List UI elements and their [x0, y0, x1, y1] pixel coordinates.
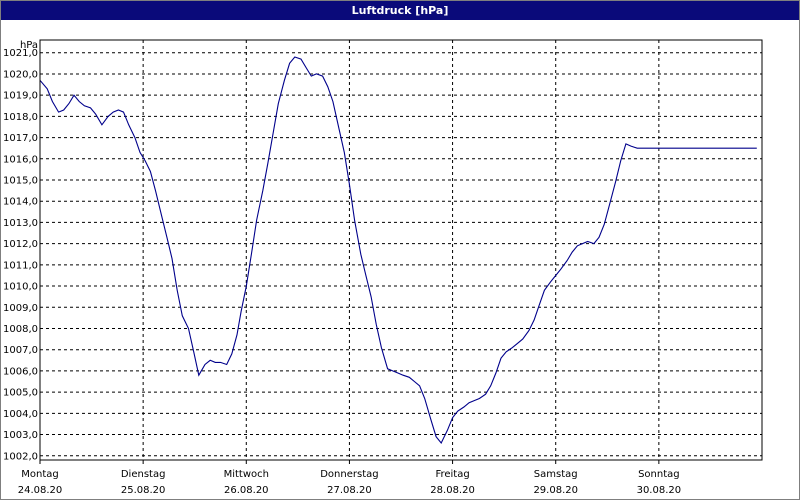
plot-border [39, 39, 763, 461]
x-tick-day-label: Montag [21, 469, 58, 480]
y-tick-label: 1021,0 [3, 48, 38, 59]
x-tick-day-label: Mittwoch [224, 469, 269, 480]
y-tick-label: 1006,0 [3, 366, 38, 377]
x-tick-date-label: 29.08.20 [533, 485, 578, 496]
y-tick-label: 1016,0 [3, 154, 38, 165]
x-tick-date-label: 28.08.20 [430, 485, 475, 496]
x-tick-day-label: Samstag [534, 469, 578, 480]
y-tick-label: 1009,0 [3, 303, 38, 314]
series-line-0 [39, 56, 757, 445]
y-tick-label: 1002,0 [3, 451, 38, 462]
x-tick-date-label: 27.08.20 [327, 485, 372, 496]
x-tick-date-label: 26.08.20 [224, 485, 269, 496]
series-layer [39, 56, 757, 445]
x-tick-day-label: Sonntag [638, 469, 680, 480]
y-tick-label: 1003,0 [3, 430, 38, 441]
y-axis-label: hPa [20, 40, 38, 51]
y-tick-label: 1013,0 [3, 218, 38, 229]
y-tick-label: 1015,0 [3, 176, 38, 187]
y-tick-label: 1018,0 [3, 112, 38, 123]
x-tick-date-label: 25.08.20 [121, 485, 166, 496]
y-tick-label: 1017,0 [3, 133, 38, 144]
y-tick-label: 1010,0 [3, 282, 38, 293]
y-axis: 1002,0 1003,0 1004,0 1005,0 1006,0 1007,0 1008… [3, 48, 38, 462]
x-tick-day-label: Donnerstag [320, 469, 378, 480]
y-tick-label: 1007,0 [3, 345, 38, 356]
chart-title: Luftdruck [hPa] [1, 1, 799, 20]
y-tick-label: 1012,0 [3, 239, 38, 250]
x-axis: Montag 24.08.20 Dienstag 25.08.20 Mittwoch 26… [18, 460, 681, 496]
y-tick-label: 1011,0 [3, 260, 38, 271]
grid [40, 40, 762, 460]
y-tick-label: 1005,0 [3, 388, 38, 399]
y-tick-label: 1019,0 [3, 91, 38, 102]
y-tick-label: 1004,0 [3, 409, 38, 420]
x-tick-date-label: 24.08.20 [18, 485, 63, 496]
y-tick-label: 1008,0 [3, 324, 38, 335]
x-tick-date-label: 30.08.20 [637, 485, 682, 496]
x-tick-day-label: Freitag [435, 469, 469, 480]
y-tick-label: 1014,0 [3, 197, 38, 208]
y-tick-label: 1020,0 [3, 69, 38, 80]
x-tick-day-label: Dienstag [121, 469, 166, 480]
